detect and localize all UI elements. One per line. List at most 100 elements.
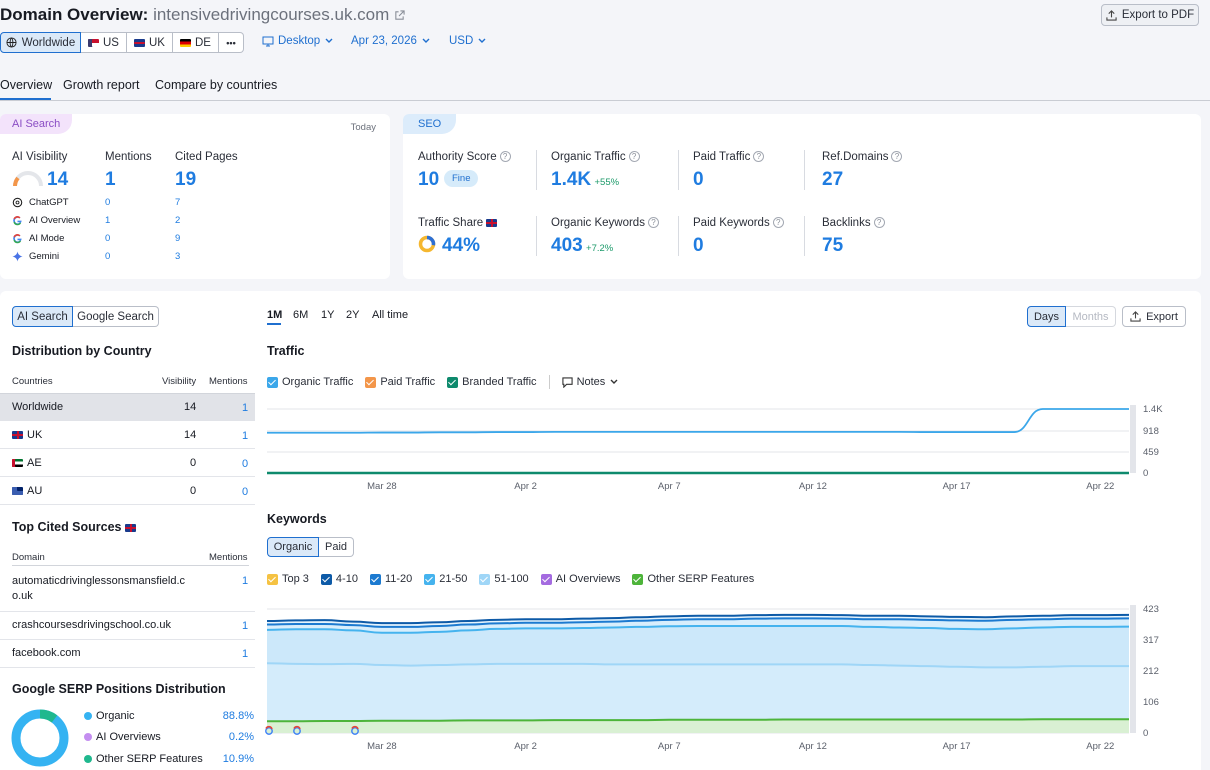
chart-export-button[interactable]: Export [1122,306,1186,327]
legend-51-100[interactable]: 51-100 [479,573,529,585]
granularity-toggle: Days Months [1027,306,1116,327]
region-de[interactable]: DE [173,32,219,53]
table-row[interactable]: AU 0 0 [0,477,255,505]
uk-flag-icon [12,431,23,440]
range-6m[interactable]: 6M [293,309,309,321]
cited-pages-value[interactable]: 19 [175,169,197,190]
ai-visibility-value[interactable]: 14 [47,169,69,190]
currency-dropdown[interactable]: USD [449,35,486,47]
notes-dropdown[interactable]: Notes [561,376,619,388]
help-icon[interactable]: ? [753,151,765,163]
traffic-legend: Organic Traffic Paid Traffic Branded Tra… [267,375,630,389]
range-1m[interactable]: 1M [267,309,283,321]
authority-score-value[interactable]: 10 [418,169,440,190]
google-note-icon[interactable] [265,725,273,735]
tabs-divider [0,100,1210,101]
backlinks-label: Backlinks? [822,217,885,229]
range-1y[interactable]: 1Y [321,309,335,321]
au-flag-icon [12,487,23,496]
x-tick-label: Apr 22 [1086,481,1114,492]
x-tick-label: Apr 17 [943,481,971,492]
google-note-icon[interactable] [293,725,301,735]
series-line-organic-traffic [267,408,1129,434]
ai-row-gemini: Gemini 0 3 [12,250,212,264]
help-icon[interactable]: ? [772,217,784,229]
top-cited-title: Top Cited Sources [12,520,140,534]
tab-overview[interactable]: Overview [0,78,53,92]
toggle-paid[interactable]: Paid [319,537,354,557]
table-row[interactable]: Worldwide 14 1 [0,393,255,421]
paid-keywords-value[interactable]: 0 [693,235,704,256]
ai-row-chatgpt: ChatGPT 0 7 [12,196,212,210]
days-button[interactable]: Days [1027,306,1066,327]
range-2y[interactable]: 2Y [346,309,360,321]
list-item[interactable]: facebook.com 1 [0,640,255,668]
help-icon[interactable]: ? [891,151,903,163]
google-note-icon[interactable] [351,725,359,735]
legend-21-50[interactable]: 21-50 [424,573,467,585]
date-dropdown[interactable]: Apr 23, 2026 [351,35,430,47]
export-pdf-button[interactable]: Export to PDF [1101,4,1199,26]
keywords-chart: 0 106 212 317 423 Mar 28 Apr 2 Apr 7 Apr 12 Apr 1… [265,604,1159,752]
series-line-4-10 [266,613,1130,625]
uk-flag-icon [125,523,136,532]
traffic-title: Traffic [267,344,305,358]
toggle-google-search[interactable]: Google Search [73,306,159,327]
backlinks-value[interactable]: 75 [822,235,844,256]
help-icon[interactable]: ? [499,151,511,163]
table-row[interactable]: AE 0 0 [0,449,255,477]
help-icon[interactable]: ? [647,217,659,229]
upload-icon [1130,311,1141,322]
mentions-value[interactable]: 1 [105,169,116,190]
de-flag-icon [180,38,191,47]
table-row[interactable]: UK 14 1 [0,421,255,449]
toggle-organic[interactable]: Organic [267,537,319,557]
legend-other-serp[interactable]: Other SERP Features [632,573,754,585]
other-serp-dot [84,755,92,763]
legend-ai-overviews[interactable]: AI Overviews [540,573,620,585]
search-type-toggle: AI Search Google Search [12,306,159,327]
legend-11-20[interactable]: 11-20 [369,573,412,585]
range-all-time[interactable]: All time [372,309,409,321]
series-area-51-100 [267,663,1129,733]
device-dropdown[interactable]: Desktop [262,35,333,47]
help-icon[interactable]: ? [628,151,640,163]
uk-flag-icon [134,38,145,47]
tab-compare-countries[interactable]: Compare by countries [155,78,278,92]
region-worldwide[interactable]: Worldwide [0,32,81,53]
more-regions-button[interactable]: ••• [219,32,244,53]
ai-row-ai-mode: AI Mode 0 9 [12,232,212,246]
x-tick-label: Apr 7 [658,741,681,752]
domain-link[interactable]: intensivedrivingcourses.uk.com [153,5,390,24]
upload-icon [1106,9,1117,21]
keywords-title: Keywords [267,512,327,526]
traffic-share-value[interactable]: 44% [442,235,481,256]
seo-badge: SEO [403,114,457,134]
ref-domains-value[interactable]: 27 [822,169,844,190]
legend-4-10[interactable]: 4-10 [320,573,358,585]
tab-growth-report[interactable]: Growth report [63,78,140,92]
distribution-title: Distribution by Country [12,344,152,358]
toggle-ai-search[interactable]: AI Search [12,306,73,327]
x-tick-label: Apr 2 [514,481,537,492]
legend-top3[interactable]: Top 3 [267,573,309,585]
x-tick-label: Apr 12 [799,481,827,492]
help-icon[interactable]: ? [873,217,885,229]
external-link-icon[interactable] [394,10,405,21]
y-tick-label: 459 [1143,447,1159,458]
page-title: Domain Overview: intensivedrivingcourses… [0,5,405,25]
chatgpt-icon [12,197,23,208]
kpi-divider [804,150,805,190]
region-us[interactable]: US [81,32,127,53]
chevron-down-icon [325,38,333,43]
region-uk[interactable]: UK [127,32,173,53]
months-button[interactable]: Months [1066,306,1116,327]
paid-traffic-value[interactable]: 0 [693,169,704,190]
list-item[interactable]: automaticdrivinglessonsmansfield.co.uk 1 [0,567,255,612]
legend-paid-traffic[interactable]: Paid Traffic [365,376,435,388]
legend-branded-traffic[interactable]: Branded Traffic [447,376,537,388]
tab-overview-underline [0,98,51,100]
list-item[interactable]: crashcoursesdrivingschool.co.uk 1 [0,612,255,640]
legend-organic-traffic[interactable]: Organic Traffic [267,376,353,388]
google-icon [13,234,22,244]
